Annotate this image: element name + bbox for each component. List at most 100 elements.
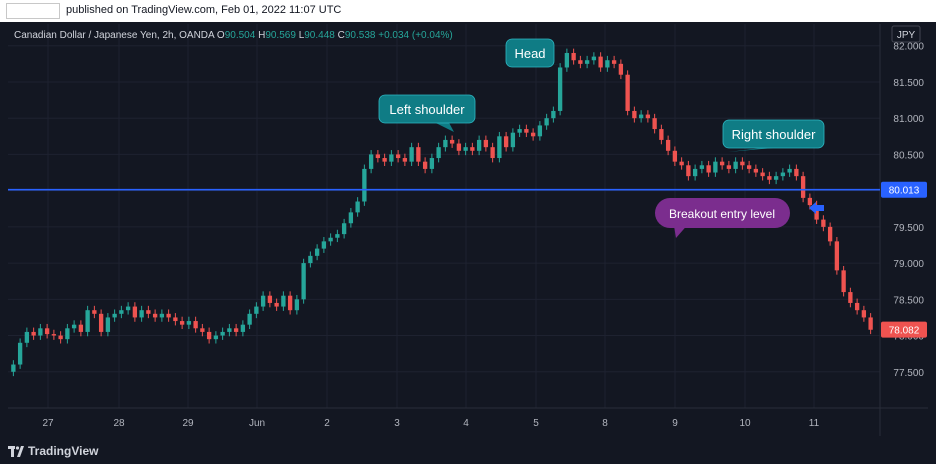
candle-body <box>308 255 313 264</box>
legend-part: O <box>217 30 225 41</box>
candle-body <box>348 212 354 224</box>
right-shoulder-callout-label: Right shoulder <box>732 127 816 142</box>
candle-body <box>834 241 840 271</box>
tradingview-logo[interactable]: TradingView <box>8 444 98 458</box>
candle-body <box>173 317 178 322</box>
candle-body <box>186 321 192 325</box>
y-tick-label: 81.000 <box>893 114 924 125</box>
candle-body <box>294 299 300 311</box>
candle-body <box>220 331 225 336</box>
x-tick-label: 27 <box>42 418 54 429</box>
candle-body <box>233 328 239 332</box>
candle-body <box>794 168 799 177</box>
candle-body <box>193 321 198 329</box>
candle-body <box>328 237 333 242</box>
chart-frame[interactable]: 82.00081.50081.00080.50080.00079.50079.0… <box>8 24 928 436</box>
candle-body <box>449 139 455 144</box>
candle-body <box>719 161 725 166</box>
candle-body <box>254 306 259 314</box>
candle-body <box>740 161 745 166</box>
candle-body <box>665 139 671 151</box>
candle-body <box>692 168 698 177</box>
left-shoulder-callout-box[interactable] <box>378 94 476 124</box>
candle-body <box>105 317 111 332</box>
breakout-callout-label: Breakout entry level <box>669 207 775 221</box>
candle-body <box>227 328 232 332</box>
candle-body <box>463 147 468 151</box>
x-tick-label: 4 <box>463 418 469 429</box>
right-shoulder-callout-box[interactable] <box>722 119 825 149</box>
candle-body <box>247 313 252 325</box>
candle-body <box>578 60 583 64</box>
candle-body <box>146 310 151 314</box>
candle-body <box>355 201 360 213</box>
candle-body <box>854 302 860 311</box>
left-shoulder-callout-tail <box>431 121 454 132</box>
candle-body <box>773 176 779 180</box>
candle-body <box>497 136 502 159</box>
candle-body <box>807 197 813 206</box>
y-tick-label: 77.500 <box>893 368 924 379</box>
x-tick-label: 29 <box>182 418 194 429</box>
y-tick-label: 82.000 <box>893 42 924 53</box>
candle-body <box>611 60 617 64</box>
candle-body <box>746 165 752 169</box>
candle-body <box>301 263 306 300</box>
candle-body <box>112 313 117 318</box>
candle-body <box>159 313 165 318</box>
candle-body <box>436 147 441 159</box>
candle-body <box>625 74 630 111</box>
legend-part: +0.034 (+0.04%) <box>378 30 453 41</box>
x-tick-label: 2 <box>324 418 330 429</box>
candle-body <box>24 331 30 343</box>
candle-body <box>868 317 873 330</box>
candle-body <box>800 176 806 198</box>
x-tick-label: 5 <box>533 418 539 429</box>
candle-body <box>139 310 144 318</box>
legend-part: 90.504 <box>225 30 258 41</box>
candle-body <box>85 310 90 332</box>
candle-body <box>179 321 185 325</box>
candle-body <box>571 52 576 61</box>
head-callout-box[interactable] <box>505 38 555 68</box>
candle-body <box>470 147 475 151</box>
candle-body <box>672 150 678 162</box>
candle-body <box>44 328 50 335</box>
candle-body <box>524 129 529 133</box>
candle-body <box>605 60 610 68</box>
candle-body <box>760 172 765 177</box>
candle-body <box>598 56 603 68</box>
candle-body <box>409 147 414 162</box>
candle-body <box>395 154 401 159</box>
candle-body <box>314 248 320 256</box>
legend-part: Canadian Dollar / Japanese Yen, 2h, OAND… <box>14 30 217 41</box>
candle-body <box>416 147 421 162</box>
candle-body <box>713 161 718 173</box>
candle-body <box>652 118 657 130</box>
currency-button[interactable] <box>891 25 921 43</box>
candle-body <box>240 324 246 332</box>
candle-body <box>767 176 772 180</box>
y-tick-label: 81.500 <box>893 78 924 89</box>
candle-body <box>827 226 833 242</box>
candle-body <box>98 313 104 332</box>
neckline-price-label: 80.013 <box>889 186 920 197</box>
footer <box>0 436 936 464</box>
candle-body <box>267 295 273 303</box>
legend-part: 90.448 <box>304 30 337 41</box>
candle-body <box>645 114 651 119</box>
candle-body <box>706 165 711 173</box>
candle-body <box>848 292 853 303</box>
x-tick-label: Jun <box>249 418 265 429</box>
candle-body <box>861 310 867 318</box>
candle-body <box>530 132 536 137</box>
candle-body <box>119 310 124 314</box>
candle-body <box>51 334 57 336</box>
candle-body <box>65 328 70 340</box>
breakout-callout-box[interactable] <box>655 198 790 228</box>
candle-body <box>544 118 549 126</box>
candlestick-chart[interactable]: 82.00081.50081.00080.50080.00079.50079.0… <box>8 24 928 436</box>
candle-body <box>429 158 435 169</box>
currency-button-label: JPY <box>897 30 916 41</box>
candle-body <box>375 154 381 159</box>
